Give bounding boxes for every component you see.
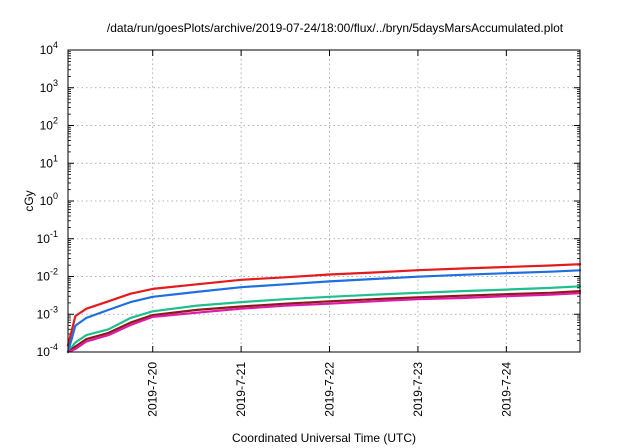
y-tick-label: 10-1 <box>37 229 58 246</box>
y-tick-label: 101 <box>40 153 58 170</box>
y-tick-label: 102 <box>40 116 58 133</box>
y-tick-label: 10-4 <box>37 342 58 359</box>
x-ticks: 2019-7-20 2019-7-21 2019-7-22 2019-7-23 2019… <box>146 50 513 417</box>
x-tick-label: 2019-7-23 <box>411 362 425 417</box>
series-line-2 <box>66 269 582 354</box>
series-line-3 <box>66 285 582 354</box>
x-tick-label: 2019-7-20 <box>146 362 160 417</box>
y-tick-label: 103 <box>40 78 58 95</box>
x-tick-label: 2019-7-21 <box>234 362 248 417</box>
grid <box>68 50 580 352</box>
x-axis-label: Coordinated Universal Time (UTC) <box>232 431 416 445</box>
series-lines <box>66 263 582 354</box>
series-line-4 <box>66 290 582 354</box>
y-tick-label: 104 <box>40 40 58 57</box>
x-tick-label: 2019-7-24 <box>499 362 513 417</box>
series-line-5 <box>66 292 582 354</box>
chart-title: /data/run/goesPlots/archive/2019-07-24/1… <box>107 21 564 35</box>
x-tick-label: 2019-7-22 <box>323 362 337 417</box>
series-line-1 <box>66 263 582 347</box>
y-tick-label: 10-2 <box>37 267 58 284</box>
y-tick-label: 100 <box>40 191 58 208</box>
y-axis-label: cGy <box>22 190 36 211</box>
plot-frame <box>67 49 581 353</box>
y-tick-label: 10-3 <box>37 304 58 321</box>
